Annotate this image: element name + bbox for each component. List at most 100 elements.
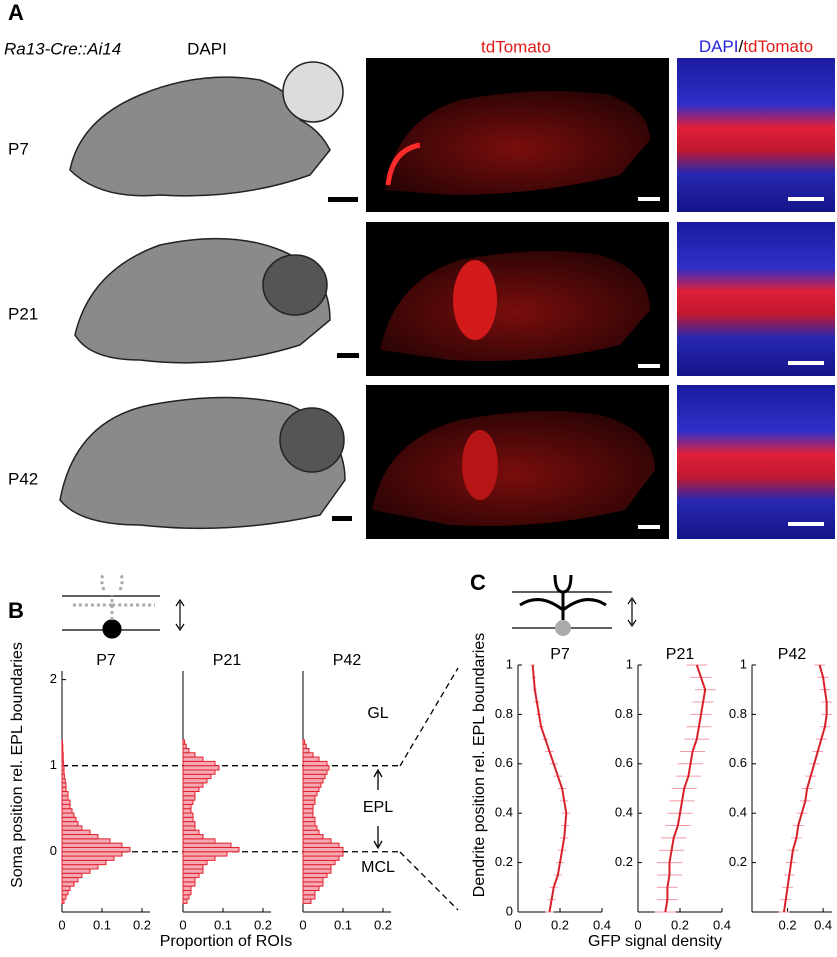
column-header: DAPI: [187, 39, 227, 58]
bar: [182, 872, 200, 879]
bar: [182, 868, 204, 874]
bar: [182, 773, 212, 780]
bar: [61, 808, 73, 814]
bar: [61, 752, 64, 758]
bar: [61, 885, 71, 891]
bar: [302, 795, 316, 801]
merge-images: [677, 58, 835, 539]
chart-title: P7: [96, 652, 116, 669]
bar: [61, 782, 67, 788]
merge-part: DAPI: [699, 37, 739, 56]
bar: [182, 838, 216, 844]
x-tick-label: 0: [58, 917, 65, 932]
bar: [182, 739, 186, 745]
bar: [182, 765, 220, 771]
bar: [61, 760, 65, 767]
bar: [302, 881, 324, 887]
bar: [302, 889, 316, 896]
chart-title: P21: [666, 646, 695, 663]
bar: [302, 864, 332, 870]
bar: [61, 868, 91, 874]
bar: [302, 838, 332, 844]
genotype: Ra13-Cre::Ai14: [4, 39, 121, 58]
merge-part: tdTomato: [743, 37, 813, 56]
bar: [302, 812, 314, 818]
y-tick-label: 0.6: [729, 755, 747, 770]
chart-title: P42: [778, 646, 807, 663]
y-tick-label: 1: [506, 656, 513, 671]
x-tick-label: 0.4: [713, 917, 731, 932]
y-tick-label: 0.2: [495, 854, 513, 869]
bar: [182, 791, 196, 797]
panel-label: C: [470, 570, 486, 595]
bar: [61, 898, 65, 904]
dapi-images: [59, 61, 346, 530]
merge-part: /: [739, 37, 744, 56]
bar: [61, 834, 99, 840]
bar: [182, 842, 232, 848]
x-tick-label: 0: [634, 917, 641, 932]
x-tick-label: 0.2: [254, 917, 272, 932]
scale-bars: [328, 197, 359, 521]
row-label: P7: [8, 139, 29, 158]
bar: [182, 864, 204, 870]
bar: [302, 842, 340, 848]
bar: [182, 812, 194, 818]
y-tick-label: 0.4: [495, 805, 513, 820]
bar: [61, 846, 131, 853]
mean-line: [783, 664, 828, 913]
chart-title: P21: [213, 652, 242, 669]
y-tick-label: 0.6: [495, 755, 513, 770]
y-tick-label: 1: [626, 656, 633, 671]
x-tick-label: 0.2: [374, 917, 392, 932]
cerebellum: [282, 61, 344, 123]
bar: [61, 842, 123, 848]
bar: [182, 795, 196, 801]
bar: [61, 773, 65, 780]
bar: [182, 821, 196, 827]
layer-label: GL: [367, 705, 388, 722]
y-tick-label: 1: [740, 656, 747, 671]
bar: [61, 829, 91, 836]
bar: [182, 885, 192, 891]
x-tick-label: 0.4: [814, 917, 832, 932]
bar: [302, 782, 322, 788]
x-tick-label: 0: [179, 917, 186, 932]
bar: [182, 898, 188, 904]
x-tick-label: 0.1: [93, 917, 111, 932]
bar: [302, 868, 332, 874]
tdtomato-images: [366, 58, 669, 539]
y-tick-label: 0.2: [729, 854, 747, 869]
bar: [302, 791, 318, 797]
bar: [61, 816, 77, 823]
bar: [302, 846, 344, 853]
bar: [302, 894, 316, 900]
bar: [61, 747, 64, 754]
bar: [302, 829, 320, 836]
x-tick-label: 0.2: [779, 917, 797, 932]
panel-label: A: [8, 0, 24, 25]
bar: [182, 752, 196, 758]
bar: [182, 859, 208, 866]
x-tick-label: 0.1: [214, 917, 232, 932]
bar: [302, 877, 324, 883]
chart-title: P7: [550, 646, 570, 663]
bar: [61, 803, 71, 810]
bar: [61, 855, 115, 861]
bar: [302, 765, 330, 771]
y-tick-label: 0.8: [615, 706, 633, 721]
connector-lines: [399, 667, 459, 911]
bar: [61, 769, 65, 775]
y-axis-label: Soma position rel. EPL boundaries: [9, 642, 26, 888]
brain-section: [69, 76, 331, 197]
bar: [302, 816, 316, 823]
y-tick-label: 1: [50, 757, 57, 772]
x-tick-label: 0.4: [593, 917, 611, 932]
bar: [302, 855, 340, 861]
x-tick-label: 0.2: [551, 917, 569, 932]
mean-line: [531, 664, 568, 913]
bar: [61, 872, 83, 879]
bar: [61, 877, 79, 883]
row-label: P42: [8, 469, 38, 488]
